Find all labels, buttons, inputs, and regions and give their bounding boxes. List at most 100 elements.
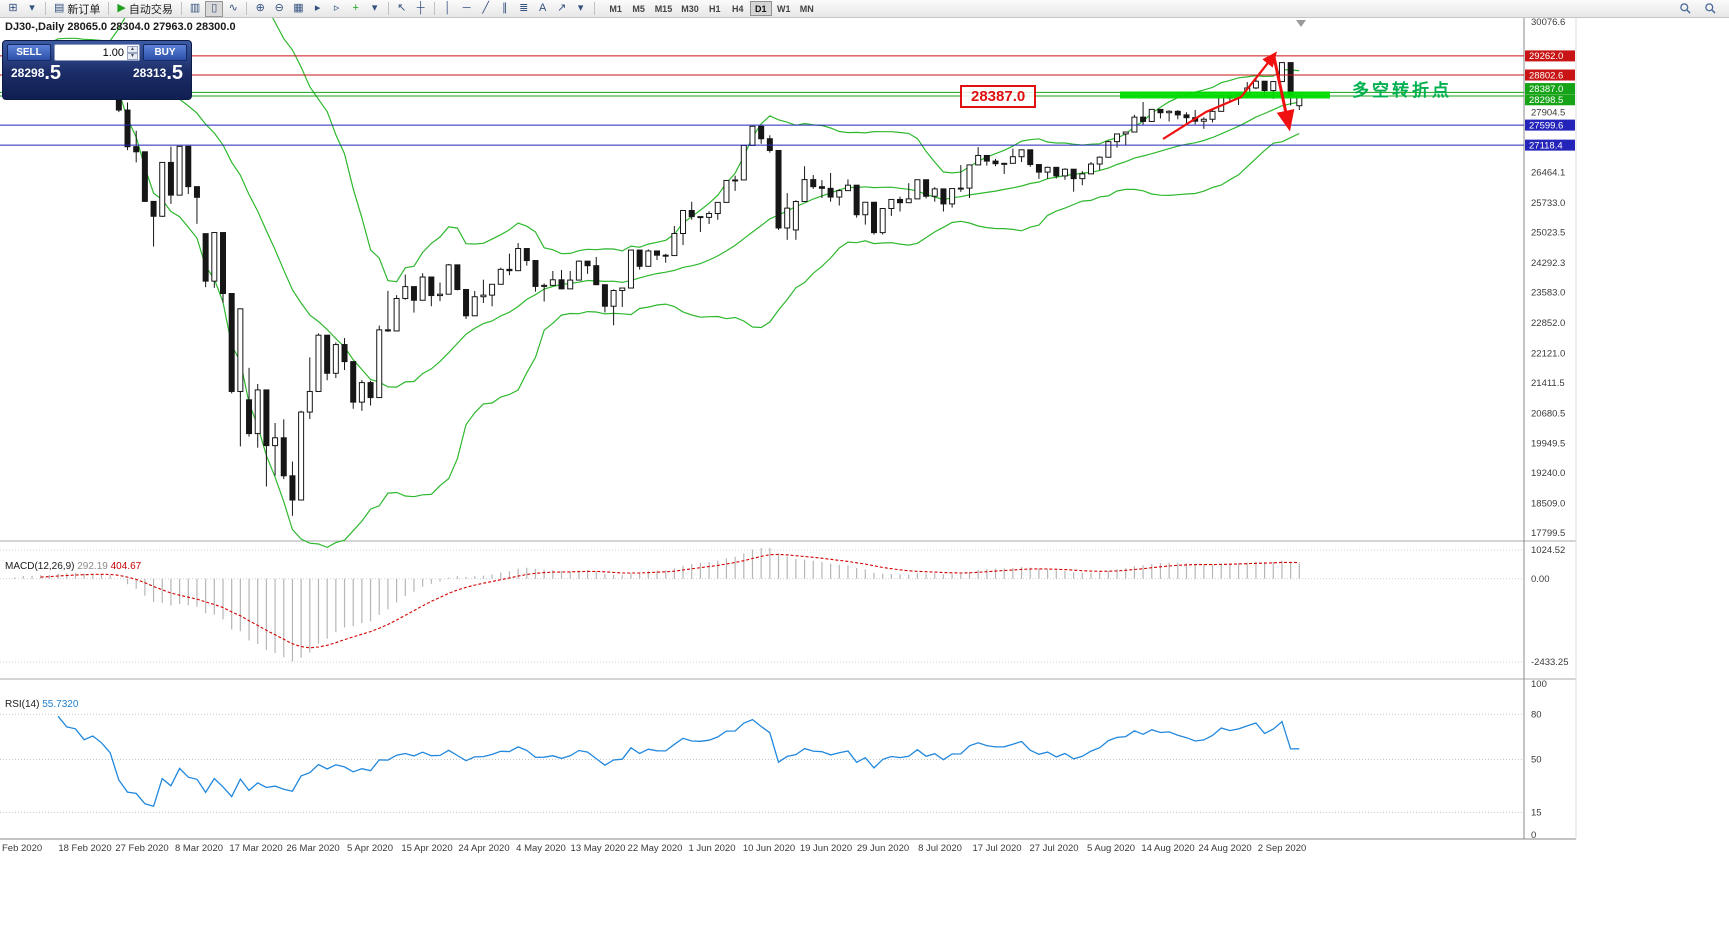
timeframe-m15-button[interactable]: M15	[651, 1, 677, 16]
svg-text:0: 0	[1531, 830, 1536, 841]
chart-list-icon: ▾	[29, 2, 35, 14]
svg-text:25733.0: 25733.0	[1531, 198, 1565, 209]
svg-text:28387.0: 28387.0	[1529, 84, 1563, 95]
tile-windows-icon: ▦	[293, 2, 304, 14]
chart-line-button[interactable]: ∿	[224, 1, 242, 17]
svg-text:25023.5: 25023.5	[1531, 228, 1565, 239]
chart-list-dropdown[interactable]: ▾	[23, 1, 41, 17]
chart-shift-button[interactable]: ▹	[328, 1, 346, 17]
svg-text:20680.5: 20680.5	[1531, 408, 1565, 419]
svg-text:Feb 2020: Feb 2020	[2, 843, 42, 854]
svg-text:80: 80	[1531, 709, 1542, 720]
svg-text:14 Aug 2020: 14 Aug 2020	[1141, 843, 1194, 854]
svg-text:22852.0: 22852.0	[1531, 318, 1565, 329]
svg-text:28802.6: 28802.6	[1529, 70, 1563, 81]
new-order-button[interactable]: ▤ 新订单	[50, 1, 104, 17]
svg-text:21411.5: 21411.5	[1531, 378, 1565, 389]
auto-scroll-button[interactable]: ▸	[309, 1, 327, 17]
sell-button[interactable]: SELL	[7, 44, 51, 61]
timeframe-d1-button[interactable]: D1	[749, 1, 772, 16]
symbol-period-label: DJ30-,Daily	[5, 21, 65, 33]
shapes-icon: ▾	[577, 2, 584, 14]
volume-up-button[interactable]: ▲	[127, 45, 138, 53]
ohlc-values: 28065.0 28304.0 27963.0 28300.0	[67, 21, 236, 33]
timeframe-mn-button[interactable]: MN	[796, 1, 818, 16]
fibonacci-button[interactable]: ≣	[515, 1, 533, 17]
svg-text:15 Apr 2020: 15 Apr 2020	[401, 843, 452, 854]
fibonacci-icon: ≣	[519, 2, 529, 14]
zoom-out-button[interactable]: ⊖	[270, 1, 288, 17]
magnifier-icon	[1705, 3, 1716, 14]
toolbar-separator	[180, 2, 182, 15]
new-chart-icon: ⊞	[8, 2, 18, 14]
macd-main-value: 292.19	[77, 561, 108, 572]
zoom-in-button[interactable]: ⊕	[251, 1, 269, 17]
indicators-dropdown[interactable]: ▾	[366, 1, 384, 17]
svg-text:26 Mar 2020: 26 Mar 2020	[286, 843, 339, 854]
vertical-line-button[interactable]: │	[439, 1, 457, 17]
timeframe-m1-button[interactable]: M1	[605, 1, 627, 16]
timeframe-m30-button[interactable]: M30	[677, 1, 703, 16]
text-icon: A	[539, 2, 547, 14]
text-button[interactable]: A	[534, 1, 552, 17]
svg-text:4 May 2020: 4 May 2020	[516, 843, 566, 854]
macd-label: MACD(12,26,9) 292.19 404.67	[5, 561, 142, 572]
find-symbol-button[interactable]	[1675, 1, 1696, 17]
volume-box: ▲ ▼	[54, 44, 140, 61]
indicators-icon: +	[352, 2, 359, 14]
zoom-out-icon: ⊖	[274, 2, 284, 14]
svg-text:29262.0: 29262.0	[1529, 51, 1563, 62]
buy-price: 28313 .5	[132, 62, 183, 84]
price-callout: 28387.0	[960, 85, 1037, 108]
autotrade-button-label: 自动交易	[128, 3, 173, 16]
new-chart-button[interactable]: ⊞	[4, 1, 22, 17]
chart-candles-button[interactable]: ▯	[205, 0, 224, 17]
rsi-label: RSI(14) 55.7320	[5, 699, 79, 710]
timeframe-h1-button[interactable]: H1	[704, 1, 726, 16]
chart-canvas[interactable]: 30076.6 27904.5 26464.1 25733.0 25023.5 24292…	[0, 18, 1729, 944]
new-order-icon: ▤	[54, 2, 65, 14]
svg-text:28298.5: 28298.5	[1529, 95, 1563, 106]
tile-windows-button[interactable]: ▦	[289, 1, 307, 17]
channel-button[interactable]: ∥	[496, 1, 514, 17]
svg-text:24292.3: 24292.3	[1531, 258, 1565, 269]
svg-text:0.00: 0.00	[1531, 574, 1550, 585]
svg-text:50: 50	[1531, 755, 1542, 766]
horizontal-line-icon: ─	[462, 2, 471, 14]
chart-line-icon: ∿	[228, 2, 238, 14]
magnifier-icon	[1680, 3, 1691, 14]
svg-text:27904.5: 27904.5	[1531, 108, 1565, 119]
arrow-tool-button[interactable]: ↗	[553, 1, 571, 17]
chart-shift-icon: ▹	[333, 2, 340, 14]
svg-text:13 May 2020: 13 May 2020	[571, 843, 626, 854]
trendline-button[interactable]: ╱	[477, 1, 495, 17]
timeframe-h4-button[interactable]: H4	[727, 1, 749, 16]
toolbar: ⊞ ▾ ▤ 新订单 ▶ 自动交易 ▥ ▯ ∿ ⊕ ⊖ ▦ ▸ ▹ + ▾ ↖ ┼ │ ─ ╱ ∥ ≣ A ↗ ▾ M1 M5 M15 M…	[0, 0, 1729, 18]
svg-text:18509.0: 18509.0	[1531, 499, 1565, 510]
timeframe-w1-button[interactable]: W1	[773, 1, 795, 16]
buy-button[interactable]: BUY	[143, 44, 187, 61]
shapes-dropdown[interactable]: ▾	[572, 1, 590, 17]
svg-text:22 May 2020: 22 May 2020	[628, 843, 683, 854]
turning-point-note: 多空转折点	[1352, 81, 1452, 100]
svg-text:17 Jul 2020: 17 Jul 2020	[972, 843, 1021, 854]
timeframe-m5-button[interactable]: M5	[628, 1, 650, 16]
svg-text:23583.0: 23583.0	[1531, 287, 1565, 298]
volume-input[interactable]	[59, 45, 127, 60]
chart-bars-button[interactable]: ▥	[186, 1, 204, 17]
volume-down-button[interactable]: ▼	[127, 52, 138, 60]
one-click-trading-panel: SELL ▲ ▼ BUY 28298 .5 28313 .5	[2, 40, 192, 100]
crosshair-button[interactable]: ┼	[412, 1, 430, 17]
svg-text:1 Jun 2020: 1 Jun 2020	[688, 843, 735, 854]
toolbar-separator	[108, 2, 110, 15]
rsi-value: 55.7320	[42, 699, 79, 710]
zoom-search-button[interactable]	[1700, 1, 1721, 17]
cursor-button[interactable]: ↖	[393, 1, 411, 17]
autotrade-button[interactable]: ▶ 自动交易	[113, 1, 176, 17]
indicators-icon: ▾	[371, 2, 378, 14]
new-order-button-label: 新订单	[67, 3, 101, 16]
horizontal-line-button[interactable]: ─	[458, 1, 476, 17]
toolbar-separator	[246, 2, 248, 15]
svg-text:17 Mar 2020: 17 Mar 2020	[229, 843, 282, 854]
indicators-button[interactable]: +	[347, 1, 365, 17]
